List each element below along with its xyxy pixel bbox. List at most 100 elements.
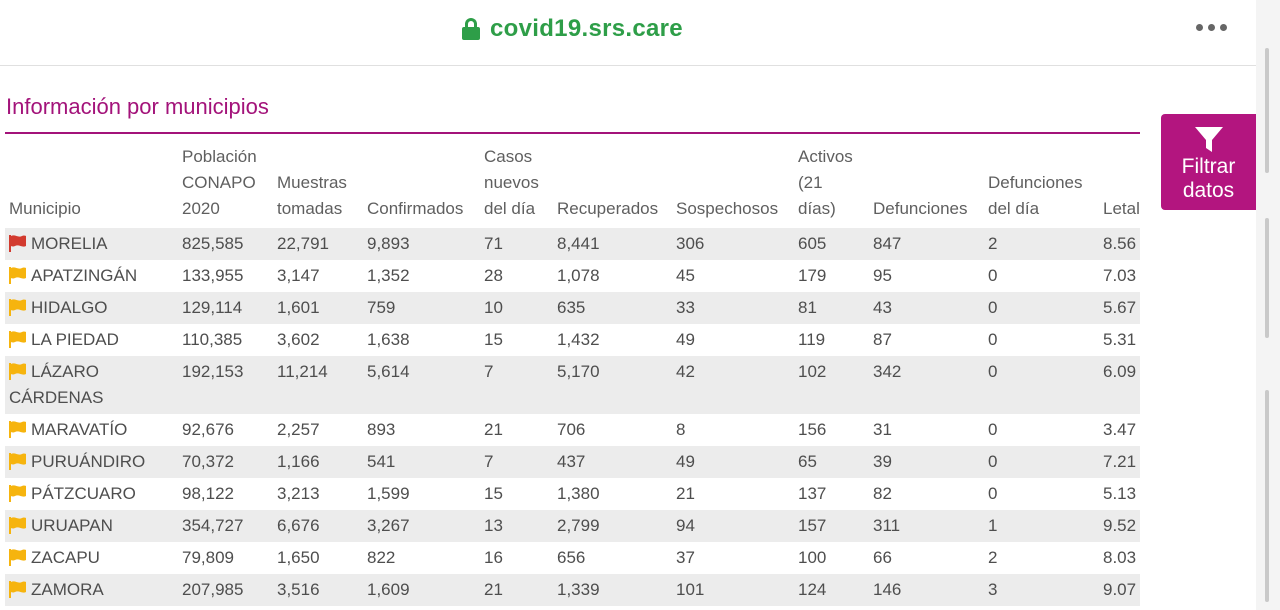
- cell-muestras: 6,676: [273, 510, 363, 542]
- cell-sospechosos: 49: [676, 330, 695, 349]
- cell-muestras: 3,213: [277, 484, 320, 503]
- cell-defunciones-dia: 2: [984, 228, 1099, 260]
- municipalities-table-container[interactable]: Municipio Población CONAPO 2020 Muestras t…: [5, 134, 1140, 610]
- table-row[interactable]: APATZINGÁN 133,955 3,147 1,352 28 1,078 45 179 9…: [5, 260, 1140, 292]
- cell-defunciones-dia: 0: [984, 446, 1099, 478]
- flag-icon: [9, 549, 26, 566]
- header-letalidad[interactable]: Letal: [1103, 199, 1140, 218]
- table-row[interactable]: LÁZARO CÁRDENAS 192,153 11,214 5,614 7 5,170 4…: [5, 356, 1140, 414]
- header-defunciones-dia[interactable]: Defunciones del día: [988, 173, 1083, 218]
- cell-sospechosos: 45: [676, 266, 695, 285]
- header-poblacion[interactable]: Población CONAPO 2020: [182, 147, 257, 218]
- cell-sospechosos: 33: [672, 292, 794, 324]
- cell-municipio: PÁTZCUARO: [5, 478, 178, 510]
- table-row[interactable]: HIDALGO 129,114 1,601 759 10 635 33 81 43 0 5.67: [5, 292, 1140, 324]
- cell-municipio: LA PIEDAD: [5, 324, 178, 356]
- cell-activos: 65: [794, 446, 869, 478]
- cell-letalidad: 5.67: [1099, 292, 1140, 324]
- cell-recuperados: 656: [557, 548, 586, 567]
- cell-activos: 137: [798, 484, 827, 503]
- municipio-name: LÁZARO CÁRDENAS: [9, 362, 104, 407]
- lock-icon: [462, 18, 480, 40]
- cell-defunciones-dia: 0: [988, 266, 998, 285]
- municipio-name: URUAPAN: [31, 516, 113, 535]
- table-row[interactable]: ZAMORA 207,985 3,516 1,609 21 1,339 101 124 146 3…: [5, 574, 1140, 606]
- municipio-name: PURUÁNDIRO: [31, 452, 146, 471]
- header-municipio[interactable]: Municipio: [9, 199, 81, 218]
- cell-activos: 179: [798, 266, 827, 285]
- cell-defunciones-dia: 0: [984, 356, 1099, 414]
- page-scrollbar[interactable]: [1256, 0, 1280, 610]
- cell-muestras: 1,601: [273, 292, 363, 324]
- cell-muestras: 1,166: [273, 446, 363, 478]
- browser-address-bar[interactable]: covid19.srs.care: [0, 0, 1256, 66]
- cell-casos-nuevos: 21: [484, 420, 503, 439]
- cell-sospechosos: 306: [672, 228, 794, 260]
- scrollbar-track-segment: [1265, 218, 1269, 338]
- header-recuperados[interactable]: Recuperados: [557, 199, 659, 218]
- header-casos-nuevos[interactable]: Casos nuevos del día: [484, 147, 539, 218]
- cell-defunciones: 146: [869, 574, 984, 606]
- cell-poblacion: 129,114: [178, 292, 273, 324]
- cell-activos: 81: [794, 292, 869, 324]
- header-muestras[interactable]: Muestras tomadas: [277, 173, 347, 218]
- cell-letalidad: 9.07: [1099, 574, 1140, 606]
- header-sospechosos[interactable]: Sospechosos: [676, 199, 779, 218]
- table-row[interactable]: URUAPAN 354,727 6,676 3,267 13 2,799 94 157 311 1…: [5, 510, 1140, 542]
- municipio-name: MORELIA: [31, 234, 108, 253]
- cell-defunciones: 31: [873, 420, 892, 439]
- table-row[interactable]: PÁTZCUARO 98,122 3,213 1,599 15 1,380 21 137 82 0…: [5, 478, 1140, 510]
- cell-poblacion: 354,727: [178, 510, 273, 542]
- cell-casos-nuevos: 71: [480, 228, 553, 260]
- more-horizontal-icon[interactable]: [1196, 24, 1227, 31]
- filter-data-button[interactable]: Filtrar datos: [1161, 114, 1256, 210]
- cell-activos: 100: [798, 548, 827, 567]
- cell-defunciones: 43: [869, 292, 984, 324]
- cell-letalidad: 7.03: [1103, 266, 1137, 285]
- cell-poblacion: 133,955: [182, 266, 244, 285]
- filter-label-line1: Filtrar: [1181, 155, 1236, 178]
- cell-letalidad: 9.52: [1099, 510, 1140, 542]
- cell-recuperados: 635: [553, 292, 672, 324]
- header-confirmados[interactable]: Confirmados: [367, 199, 464, 218]
- municipalities-table: Municipio Población CONAPO 2020 Muestras t…: [5, 134, 1140, 606]
- header-defunciones[interactable]: Defunciones: [873, 199, 968, 218]
- cell-recuperados: 1,078: [557, 266, 600, 285]
- cell-confirmados: 541: [363, 446, 480, 478]
- cell-poblacion: 825,585: [178, 228, 273, 260]
- cell-casos-nuevos: 7: [480, 356, 553, 414]
- cell-casos-nuevos: 28: [484, 266, 503, 285]
- table-row[interactable]: ZACAPU 79,809 1,650 822 16 656 37 100 66 2 8.03: [5, 542, 1140, 574]
- cell-muestras: 3,516: [273, 574, 363, 606]
- header-activos[interactable]: Activos (21 días): [798, 147, 853, 218]
- cell-casos-nuevos: 21: [480, 574, 553, 606]
- cell-muestras: 3,602: [277, 330, 320, 349]
- municipio-name: APATZINGÁN: [31, 266, 138, 285]
- municipio-name: ZACAPU: [31, 548, 100, 567]
- cell-casos-nuevos: 13: [480, 510, 553, 542]
- cell-confirmados: 5,614: [363, 356, 480, 414]
- cell-defunciones-dia: 0: [988, 420, 998, 439]
- cell-letalidad: 5.31: [1103, 330, 1137, 349]
- cell-sospechosos: 101: [672, 574, 794, 606]
- funnel-icon: [1194, 127, 1223, 152]
- scrollbar-thumb[interactable]: [1265, 390, 1269, 602]
- url-display[interactable]: covid19.srs.care: [462, 14, 683, 44]
- table-row[interactable]: MORELIA 825,585 22,791 9,893 71 8,441 306 605 84…: [5, 228, 1140, 260]
- cell-municipio: MORELIA: [5, 228, 178, 260]
- url-text: covid19.srs.care: [490, 15, 683, 42]
- table-row[interactable]: PURUÁNDIRO 70,372 1,166 541 7 437 49 65 39 0 7.21: [5, 446, 1140, 478]
- table-row[interactable]: MARAVATÍO 92,676 2,257 893 21 706 8 156 31 0 3.47: [5, 414, 1140, 446]
- cell-defunciones: 39: [869, 446, 984, 478]
- cell-defunciones: 342: [869, 356, 984, 414]
- cell-poblacion: 98,122: [182, 484, 234, 503]
- cell-activos: 605: [794, 228, 869, 260]
- cell-confirmados: 893: [367, 420, 396, 439]
- cell-muestras: 22,791: [273, 228, 363, 260]
- section-divider: [5, 132, 1140, 134]
- cell-confirmados: 759: [363, 292, 480, 324]
- flag-icon: [9, 267, 26, 284]
- table-row[interactable]: LA PIEDAD 110,385 3,602 1,638 15 1,432 49 119 87…: [5, 324, 1140, 356]
- cell-sospechosos: 94: [672, 510, 794, 542]
- cell-defunciones: 311: [869, 510, 984, 542]
